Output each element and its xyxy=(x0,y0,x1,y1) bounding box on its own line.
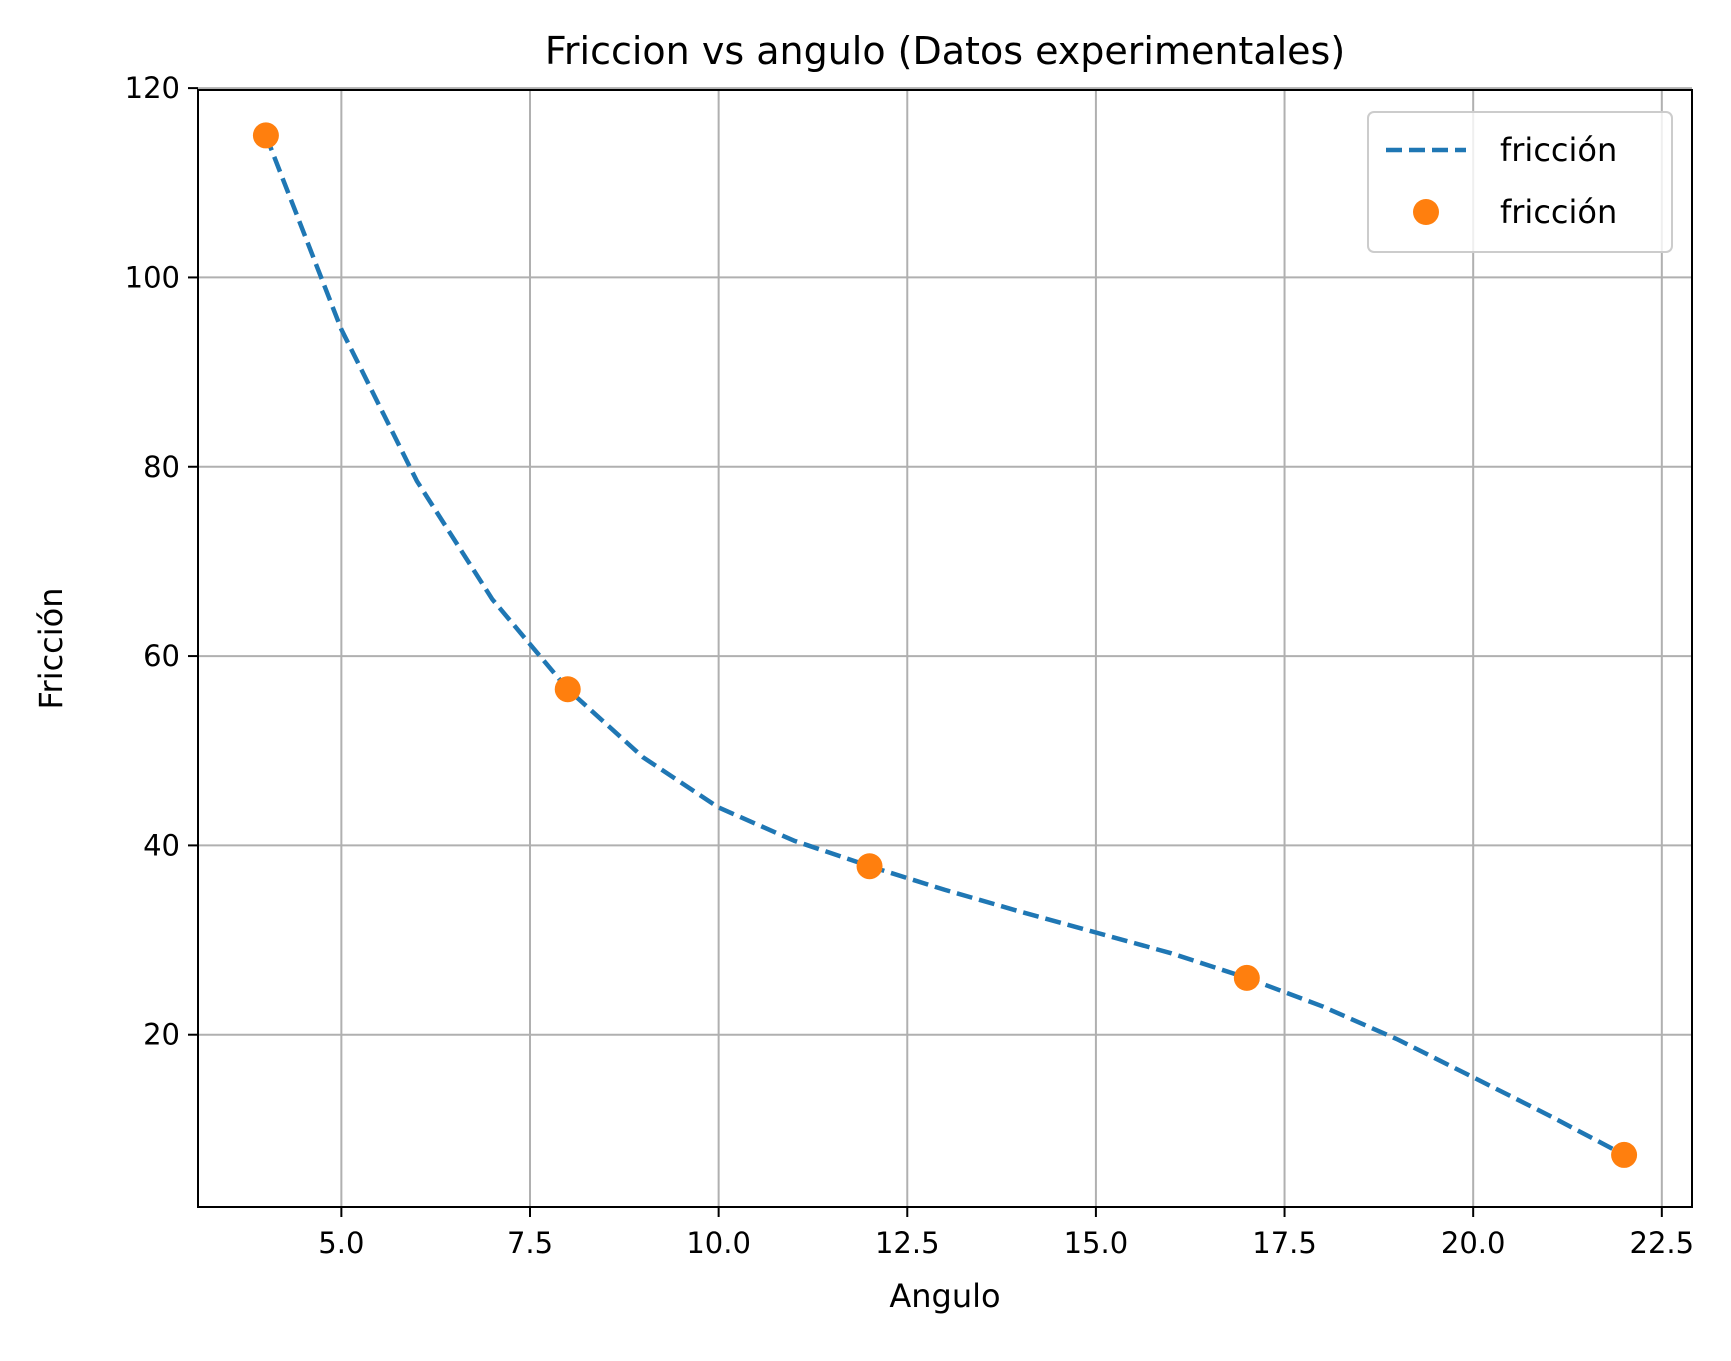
x-tick-label: 7.5 xyxy=(507,1226,553,1260)
legend-box xyxy=(1367,111,1673,253)
x-tick-label: 22.5 xyxy=(1630,1226,1695,1260)
x-axis: 5.0 7.5 10.0 12.5 15.0 17.5 20.0 22.5 xyxy=(318,1207,1694,1260)
y-tick-label: 80 xyxy=(143,450,180,484)
legend-label: fricción xyxy=(1500,193,1617,231)
y-tick-label: 40 xyxy=(143,828,180,862)
legend-label: fricción xyxy=(1500,131,1617,169)
y-tick-label: 100 xyxy=(125,260,180,294)
y-tick-label: 60 xyxy=(143,639,180,673)
x-tick-label: 17.5 xyxy=(1252,1226,1317,1260)
x-tick-label: 12.5 xyxy=(875,1226,940,1260)
friccion-dashed-line xyxy=(263,134,1626,1157)
friccion-data-point xyxy=(1233,964,1260,991)
grid xyxy=(198,87,1692,1207)
x-tick-label: 5.0 xyxy=(318,1226,364,1260)
friccion-data-point xyxy=(554,676,581,703)
chart-title: Friccion vs angulo (Datos experimentales… xyxy=(545,29,1345,73)
x-tick-label: 20.0 xyxy=(1441,1226,1506,1260)
y-tick-label: 20 xyxy=(143,1018,180,1052)
x-tick-label: 10.0 xyxy=(686,1226,751,1260)
axes-frame xyxy=(197,89,1693,1208)
legend: fricción fricción xyxy=(1367,111,1673,253)
friccion-data-point xyxy=(856,853,883,880)
legend-marker-swatch xyxy=(1413,199,1439,225)
friccion-data-point xyxy=(252,122,279,149)
x-axis-label: Angulo xyxy=(889,1277,1000,1315)
x-tick-label: 15.0 xyxy=(1064,1226,1129,1260)
friccion-data-point xyxy=(1611,1141,1638,1168)
plot-series xyxy=(252,122,1638,1168)
y-axis-label: Fricción xyxy=(32,587,70,709)
y-tick-label: 120 xyxy=(125,71,180,105)
y-axis: 20 40 60 80 100 120 xyxy=(125,71,198,1052)
